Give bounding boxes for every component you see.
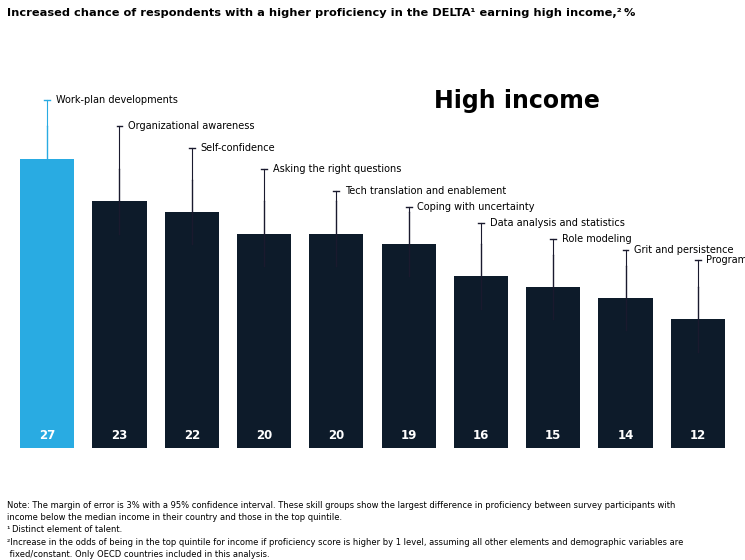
Bar: [526, 287, 580, 448]
Text: 27: 27: [39, 428, 55, 442]
Bar: [165, 212, 219, 448]
Text: 15: 15: [545, 428, 562, 442]
Text: Coping with uncertainty: Coping with uncertainty: [417, 202, 535, 212]
Text: Note: The margin of error is 3% with a 95% confidence interval. These skill grou: Note: The margin of error is 3% with a 9…: [7, 501, 684, 559]
Text: Asking the right questions: Asking the right questions: [273, 164, 401, 174]
Bar: [20, 158, 74, 448]
Text: Grit and persistence: Grit and persistence: [634, 245, 734, 255]
Text: 19: 19: [401, 428, 417, 442]
Bar: [92, 202, 147, 448]
Text: 20: 20: [329, 428, 344, 442]
Text: Self-confidence: Self-confidence: [200, 143, 275, 153]
Text: Increased chance of respondents with a higher proficiency in the DELTA¹ earning : Increased chance of respondents with a h…: [7, 8, 635, 18]
Text: Data analysis and statistics: Data analysis and statistics: [489, 218, 624, 228]
Text: High income: High income: [434, 89, 600, 113]
Text: 22: 22: [184, 428, 200, 442]
Text: Work-plan developments: Work-plan developments: [56, 95, 178, 105]
Text: 12: 12: [690, 428, 706, 442]
Bar: [309, 234, 364, 448]
Text: 20: 20: [256, 428, 272, 442]
Bar: [598, 298, 653, 448]
Text: 23: 23: [111, 428, 127, 442]
Text: Programming literacy: Programming literacy: [706, 255, 745, 265]
Text: Role modeling: Role modeling: [562, 234, 632, 244]
Text: Tech translation and enablement: Tech translation and enablement: [345, 186, 507, 196]
Bar: [670, 319, 725, 448]
Bar: [237, 234, 291, 448]
Text: 16: 16: [473, 428, 489, 442]
Bar: [454, 277, 508, 448]
Text: Organizational awareness: Organizational awareness: [128, 122, 255, 132]
Text: 14: 14: [618, 428, 634, 442]
Bar: [381, 244, 436, 448]
